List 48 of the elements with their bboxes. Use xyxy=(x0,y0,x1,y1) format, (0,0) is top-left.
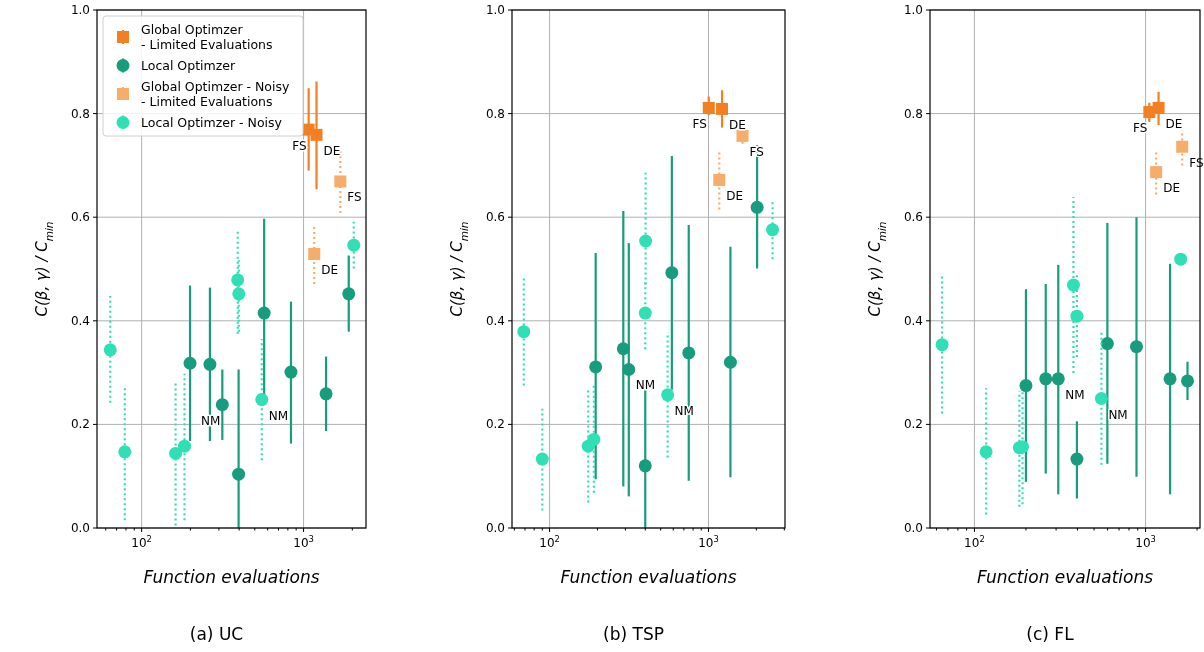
y-tick-label: 0.2 xyxy=(70,417,90,432)
annotation: FS xyxy=(692,116,707,131)
y-tick-label: 0.0 xyxy=(903,521,923,535)
legend-label: Local Optimzer - Noisy xyxy=(141,115,283,130)
annotation: FS xyxy=(347,190,362,205)
y-tick-label: 0.8 xyxy=(70,106,90,121)
text: (a) UC xyxy=(189,624,244,644)
annotation: FS xyxy=(1133,121,1148,136)
annotation: NM xyxy=(635,378,656,393)
annotation: DE xyxy=(1165,116,1183,131)
annotation: DE xyxy=(726,188,744,203)
y-tick-label: 0.2 xyxy=(485,417,505,432)
annotation: NM xyxy=(1065,387,1085,402)
legend-label: Global Optimzer - Limited Evaluations xyxy=(141,22,273,52)
annotation: DE xyxy=(321,262,339,277)
y-tick-label: 1.0 xyxy=(903,3,923,17)
x-tick-label: 10$^{2}$ xyxy=(131,534,152,550)
x-axis-title: Function evaluations xyxy=(143,567,320,587)
y-tick-label: 0.0 xyxy=(70,521,90,535)
y-tick-label: 0.0 xyxy=(485,521,505,535)
y-tick-label: 1.0 xyxy=(70,3,90,17)
y-tick-label: 1.0 xyxy=(485,3,505,17)
annotation: DE xyxy=(1163,181,1180,196)
text: (b) TSP xyxy=(603,624,664,644)
legend-label: Local Optimzer xyxy=(141,58,236,73)
annotation: DE xyxy=(323,143,341,158)
y-tick-label: 0.8 xyxy=(903,106,923,121)
y-tick-label: 0.6 xyxy=(485,210,505,225)
y-tick-label: 0.4 xyxy=(485,313,505,328)
x-tick-label: 10$^{3}$ xyxy=(293,534,314,550)
y-tick-label: 0.2 xyxy=(903,417,923,432)
annotation: NM xyxy=(1108,407,1128,422)
y-tick-label: 0.6 xyxy=(903,210,923,225)
annotation: FS xyxy=(292,138,307,153)
y-tick-label: 0.4 xyxy=(70,313,90,328)
legend-label: Global Optimzer - Noisy - Limited Evaluations xyxy=(141,79,290,109)
x-tick-label: 10$^{3}$ xyxy=(698,534,719,550)
x-axis-title: Function evaluations xyxy=(560,567,737,587)
y-tick-label: 0.8 xyxy=(485,106,505,121)
x-tick-label: 10$^{3}$ xyxy=(1135,534,1156,550)
x-tick-label: 10$^{2}$ xyxy=(539,534,560,550)
text: (c) FL xyxy=(1026,624,1075,644)
annotation: DE xyxy=(729,117,746,132)
y-tick-label: 0.6 xyxy=(70,210,90,225)
x-axis-title: Function evaluations xyxy=(976,567,1154,587)
y-tick-label: 0.4 xyxy=(903,313,923,328)
annotation: NM xyxy=(268,408,289,423)
x-tick-label: 10$^{2}$ xyxy=(964,534,985,550)
